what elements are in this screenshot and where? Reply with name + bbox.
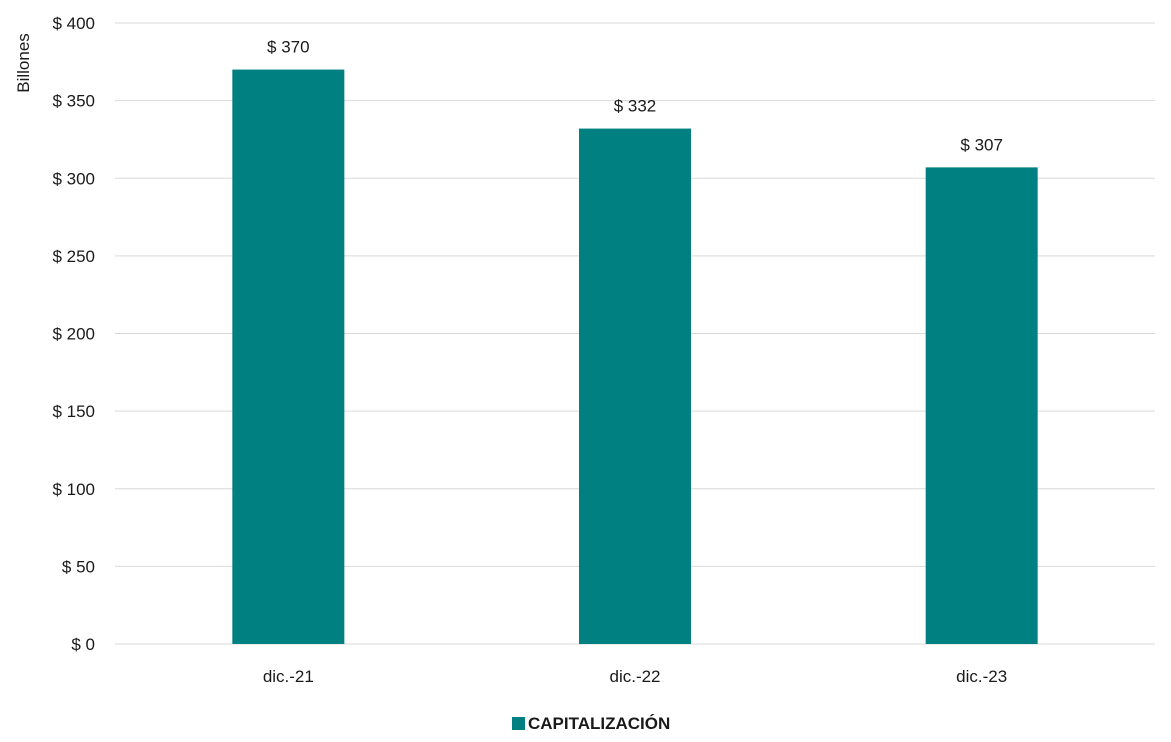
y-axis-title: Billones <box>14 33 33 93</box>
bar-dic.-23 <box>925 167 1038 644</box>
y-tick-label: $ 300 <box>52 169 95 188</box>
y-tick-label: $ 200 <box>52 325 95 344</box>
y-tick-label: $ 350 <box>52 92 95 111</box>
bars <box>232 69 1038 644</box>
bar-dic.-21 <box>232 69 345 644</box>
y-tick-label: $ 0 <box>71 635 95 654</box>
x-tick-label: dic.-23 <box>956 667 1007 686</box>
y-tick-label: $ 150 <box>52 402 95 421</box>
y-tick-label: $ 100 <box>52 480 95 499</box>
data-labels: $ 370 $ 332 $ 307 <box>267 38 1003 155</box>
x-tick-label: dic.-22 <box>609 667 660 686</box>
x-tick-label: dic.-21 <box>263 667 314 686</box>
data-label: $ 370 <box>267 38 310 57</box>
data-label: $ 307 <box>960 135 1003 154</box>
legend-swatch <box>512 717 525 730</box>
y-tick-label: $ 400 <box>52 14 95 33</box>
bar-dic.-22 <box>579 128 691 644</box>
legend: CAPITALIZACIÓN <box>512 714 670 733</box>
y-axis-ticks: $ 0 $ 50 $ 100 $ 150 $ 200 $ 250 $ 300 $ 350 $ 4… <box>52 14 95 654</box>
x-axis-ticks: dic.-21 dic.-22 dic.-23 <box>263 667 1007 686</box>
data-label: $ 332 <box>614 97 657 116</box>
y-tick-label: $ 50 <box>62 557 95 576</box>
legend-label-capitalizacion: CAPITALIZACIÓN <box>528 714 670 733</box>
y-tick-label: $ 250 <box>52 247 95 266</box>
